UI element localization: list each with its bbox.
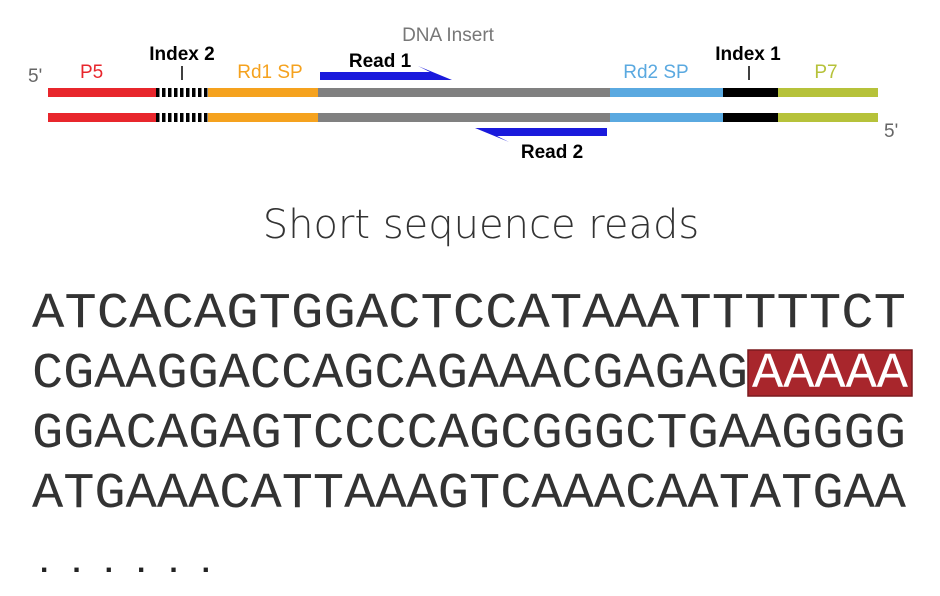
rd1sp-label: Rd1 SP <box>237 62 302 83</box>
rd1sp-segment <box>208 88 318 97</box>
p7-segment <box>778 88 878 97</box>
read-line: ATGAAACATTAAAGTCAAACAATATGAA <box>32 466 906 523</box>
p7-label: P7 <box>814 62 837 83</box>
ellipsis: ...... <box>40 546 210 579</box>
index1-label: Index 1 <box>715 44 781 65</box>
highlight-box <box>747 349 913 397</box>
index1-segment <box>723 113 778 122</box>
dna-insert-label: DNA Insert <box>402 25 495 46</box>
read1-label: Read 1 <box>349 51 412 72</box>
index2-segment <box>156 88 208 97</box>
adapter-diagram: 5' P5 Index 2 Rd1 SP DNA Insert Read 1 R… <box>28 25 898 163</box>
index1-segment <box>723 88 778 97</box>
p5-label: P5 <box>80 62 103 83</box>
read-line: CGAAGGACCAGCAGAAACGAGAG <box>32 346 748 403</box>
rd1sp-segment <box>208 113 318 122</box>
index2-label: Index 2 <box>149 44 214 65</box>
p5-segment <box>48 113 156 122</box>
rd2sp-label: Rd2 SP <box>623 62 688 83</box>
p7-segment <box>778 113 878 122</box>
p5-segment <box>48 88 156 97</box>
read-line: ATCACAGTGGACTCCATAAATTTTTCT <box>32 286 906 343</box>
insert-segment <box>318 113 610 122</box>
rd2sp-segment <box>610 113 723 122</box>
highlight-text: AAAAA <box>752 346 908 403</box>
index2-segment <box>156 113 208 122</box>
reads: ATCACAGTGGACTCCATAAATTTTTCT CGAAGGACCAGC… <box>32 286 913 579</box>
five-prime: 5' <box>884 121 898 142</box>
insert-segment <box>318 88 610 97</box>
five-prime: 5' <box>28 66 42 87</box>
read2-label: Read 2 <box>521 142 583 163</box>
read2-arrow <box>475 128 607 142</box>
rd2sp-segment <box>610 88 723 97</box>
read1-arrow <box>320 66 452 80</box>
read-line: GGACAGAGTCCCCAGCGGGCTGAAGGGG <box>32 406 906 463</box>
title: Short sequence reads <box>263 202 699 248</box>
